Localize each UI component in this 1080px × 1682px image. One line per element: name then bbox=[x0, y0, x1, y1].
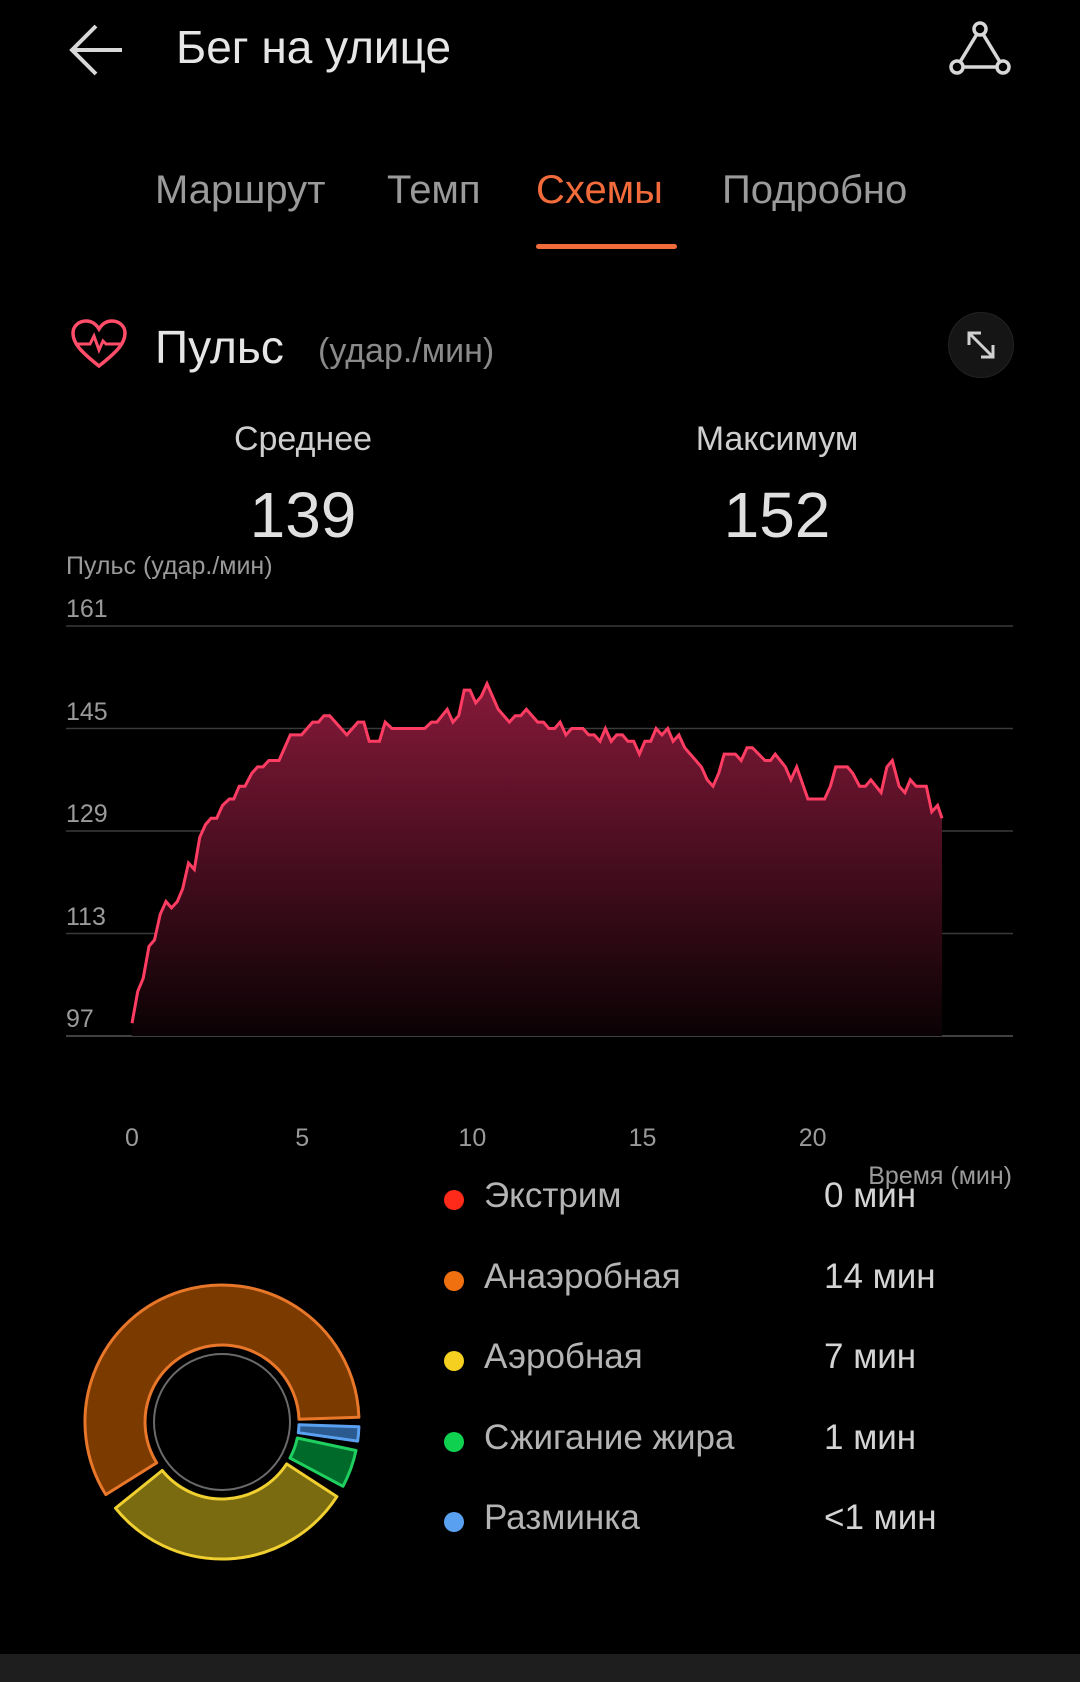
legend-zone-name: Разминка bbox=[484, 1498, 640, 1537]
average-label: Среднее bbox=[233, 420, 373, 458]
expand-icon bbox=[967, 331, 995, 359]
section-title: Пульс bbox=[155, 321, 284, 373]
legend-zone-value: 1 мин bbox=[824, 1417, 917, 1457]
y-tick-label: 97 bbox=[66, 1005, 94, 1033]
x-tick-label: 20 bbox=[798, 1124, 827, 1152]
maximum-value: 152 bbox=[723, 479, 831, 551]
x-tick-label: 5 bbox=[295, 1124, 310, 1152]
average-value: 139 bbox=[249, 479, 357, 551]
tab-pace[interactable]: Темп bbox=[387, 168, 481, 212]
legend-dot bbox=[444, 1431, 464, 1452]
donut-segment bbox=[288, 1436, 358, 1488]
route-share-icon bbox=[949, 21, 1011, 75]
active-tab-indicator bbox=[536, 244, 677, 249]
y-tick-label: 129 bbox=[66, 800, 108, 828]
page-title: Бег на улице bbox=[176, 21, 452, 73]
y-tick-label: 161 bbox=[66, 595, 108, 623]
area-fill bbox=[132, 683, 942, 1036]
legend-dot bbox=[444, 1512, 464, 1532]
donut-segment bbox=[296, 1423, 361, 1443]
y-axis-label: Пульс (удар./мин) bbox=[66, 552, 273, 580]
legend-zone-value: 7 мин bbox=[824, 1337, 917, 1376]
x-tick-label: 0 bbox=[125, 1124, 139, 1152]
legend-dot bbox=[444, 1190, 464, 1210]
donut-segment bbox=[114, 1462, 339, 1561]
tab-charts[interactable]: Схемы bbox=[536, 168, 663, 212]
section-unit: (удар./мин) bbox=[318, 332, 495, 370]
tab-route[interactable]: Маршрут bbox=[155, 168, 326, 212]
heart-rate-chart bbox=[66, 625, 1013, 1037]
maximum-label: Максимум bbox=[695, 420, 859, 458]
expand-button[interactable] bbox=[948, 312, 1014, 378]
y-tick-label: 113 bbox=[66, 902, 106, 931]
x-axis-label: Время (мин) bbox=[868, 1162, 1012, 1190]
route-share-button[interactable] bbox=[948, 20, 1012, 80]
x-tick-label: 15 bbox=[628, 1124, 657, 1152]
y-tick-label: 145 bbox=[66, 697, 108, 726]
heart-pulse-icon bbox=[70, 318, 128, 375]
back-button[interactable] bbox=[66, 20, 126, 80]
legend-zone-value: 0 мин bbox=[824, 1176, 917, 1215]
donut-inner-ring bbox=[153, 1353, 291, 1491]
donut-segment bbox=[83, 1283, 361, 1497]
x-tick-label: 10 bbox=[458, 1124, 487, 1152]
legend-zone-name: Экстрим bbox=[484, 1176, 622, 1215]
legend-dot bbox=[444, 1351, 464, 1371]
legend-zone-name: Сжигание жира bbox=[484, 1417, 735, 1457]
arrow-left-icon bbox=[69, 24, 122, 76]
legend-dot bbox=[444, 1270, 464, 1291]
tab-details[interactable]: Подробно bbox=[722, 168, 908, 212]
bottom-bar bbox=[0, 1654, 1080, 1682]
legend-zone-name: Аэробная bbox=[484, 1337, 643, 1376]
legend-zone-name: Анаэробная bbox=[484, 1256, 681, 1296]
legend-zone-value: 14 мин bbox=[824, 1256, 936, 1296]
zone-donut-chart bbox=[83, 1283, 361, 1561]
series-line bbox=[130, 680, 944, 1024]
legend-zone-value: <1 мин bbox=[824, 1498, 937, 1537]
